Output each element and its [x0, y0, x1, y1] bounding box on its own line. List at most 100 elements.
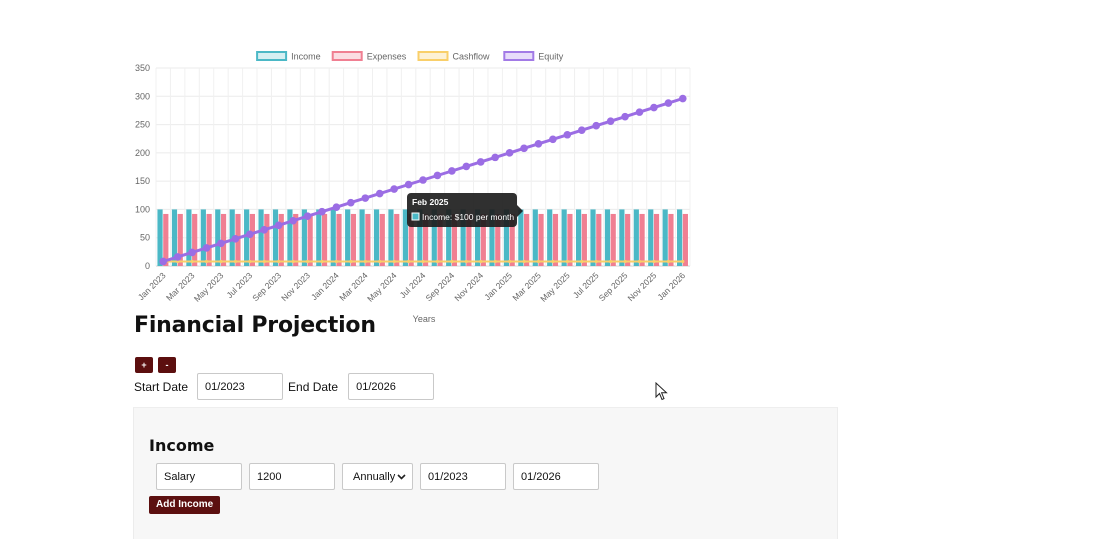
bar-expenses — [293, 213, 299, 266]
bar-expenses — [668, 213, 674, 266]
point-cashflow — [623, 259, 627, 264]
point-cashflow — [551, 259, 555, 264]
bar-income — [503, 209, 510, 266]
point-cashflow — [580, 259, 584, 264]
bar-income — [345, 209, 351, 266]
x-tick-label: Nov 2023 — [279, 270, 312, 303]
point-equity — [419, 176, 427, 184]
bar-income — [446, 209, 452, 266]
point-equity — [159, 257, 168, 266]
point-cashflow — [248, 259, 252, 264]
point-cashflow — [565, 259, 569, 264]
bar-income — [258, 209, 264, 266]
bar-expenses — [625, 213, 631, 266]
mouse-cursor-icon — [655, 382, 668, 401]
bar-income — [619, 209, 625, 266]
point-equity — [635, 108, 644, 116]
income-name-input[interactable] — [156, 463, 242, 490]
income-amount-input[interactable] — [249, 463, 335, 490]
bar-income — [402, 209, 408, 266]
bar-income — [575, 209, 582, 266]
bar-expenses — [682, 213, 688, 266]
tooltip-swatch — [411, 212, 420, 221]
bar-income — [489, 209, 495, 266]
point-cashflow — [507, 259, 512, 264]
bar-income — [590, 209, 596, 266]
x-tick-label: Sep 2023 — [250, 270, 283, 303]
point-equity — [332, 203, 341, 211]
point-cashflow — [363, 259, 367, 264]
point-equity — [246, 230, 254, 239]
bar-expenses — [307, 213, 313, 266]
point-equity — [202, 244, 211, 252]
point-cashflow — [536, 259, 541, 264]
point-cashflow — [190, 259, 194, 264]
point-equity — [664, 99, 673, 107]
point-equity — [433, 171, 442, 180]
point-cashflow — [681, 259, 685, 264]
x-tick-label: Jan 2026 — [655, 270, 687, 302]
point-equity — [678, 94, 687, 103]
point-cashflow — [291, 259, 295, 264]
point-equity — [390, 185, 398, 193]
point-equity — [621, 112, 629, 121]
point-cashflow — [176, 259, 180, 264]
zoom-out-button[interactable]: - — [158, 357, 176, 373]
x-tick-label: Jan 2023 — [136, 270, 168, 302]
bar-expenses — [610, 213, 616, 266]
bar-expenses — [264, 213, 270, 266]
point-equity — [361, 194, 370, 202]
point-equity — [318, 207, 326, 216]
end-date-input[interactable] — [348, 373, 435, 400]
bar-expenses — [394, 213, 400, 266]
income-start-input[interactable] — [420, 463, 506, 490]
bar-income — [272, 209, 279, 266]
point-cashflow — [421, 259, 425, 264]
point-cashflow — [334, 259, 339, 264]
income-heading: Income — [149, 436, 215, 455]
bar-expenses — [552, 213, 559, 266]
tooltip-caret — [517, 205, 523, 217]
y-tick-label: 50 — [140, 233, 150, 243]
legend-swatch — [331, 51, 363, 61]
point-equity — [549, 135, 557, 144]
zoom-in-button[interactable]: + — [135, 357, 153, 373]
point-cashflow — [262, 259, 266, 264]
legend-swatch — [417, 51, 449, 61]
legend-item: Equity — [538, 52, 564, 62]
point-cashflow — [522, 259, 526, 264]
bar-income — [474, 209, 481, 266]
income-frequency-select[interactable]: Annually — [342, 463, 413, 490]
point-cashflow — [594, 259, 598, 264]
bar-expenses — [480, 213, 486, 266]
tooltip-text: Income: $100 per month — [422, 212, 514, 222]
point-equity — [303, 212, 312, 221]
start-date-input[interactable] — [197, 373, 284, 400]
bar-income — [301, 209, 307, 266]
bar-expenses — [495, 213, 501, 266]
bar-income — [244, 209, 250, 266]
bar-expenses — [379, 213, 385, 266]
point-cashflow — [406, 259, 411, 264]
income-end-input[interactable] — [513, 463, 599, 490]
point-cashflow — [493, 259, 497, 264]
point-equity — [520, 144, 528, 153]
point-equity — [491, 153, 499, 162]
point-equity — [448, 167, 456, 175]
end-date-label: End Date — [288, 379, 339, 394]
point-equity — [217, 239, 225, 248]
zoom-controls: + - — [135, 357, 176, 373]
bar-income — [373, 209, 380, 266]
income-frequency-value: Annually — [353, 470, 396, 483]
legend-item: Expenses — [367, 52, 407, 62]
bar-expenses — [466, 213, 472, 266]
bar-income — [171, 209, 178, 266]
add-income-button[interactable]: Add Income — [149, 496, 221, 514]
point-equity — [289, 216, 297, 225]
bar-expenses — [451, 213, 458, 266]
bar-expenses — [423, 213, 429, 266]
point-cashflow — [652, 259, 656, 264]
bar-income — [633, 209, 639, 266]
point-equity — [592, 121, 600, 130]
